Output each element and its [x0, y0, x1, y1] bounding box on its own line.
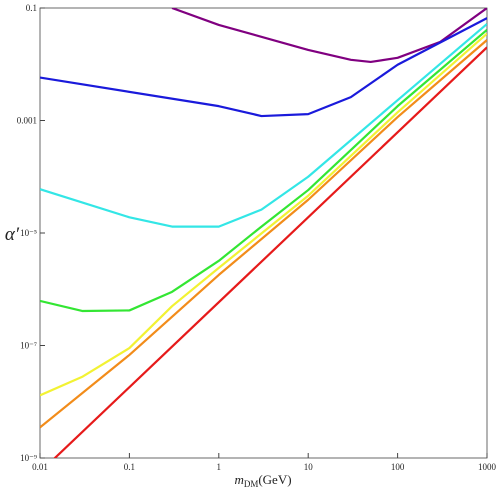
- series-line: [40, 28, 487, 313]
- y-tick-label: 0.001: [17, 116, 37, 126]
- x-label-unit: (GeV): [258, 472, 291, 487]
- plot-area: [40, 8, 487, 458]
- x-label-symbol: m: [234, 472, 243, 487]
- y-axis-label: α′: [5, 224, 20, 245]
- x-tick-label: 0.01: [32, 462, 48, 472]
- x-tick-label: 0.1: [124, 462, 135, 472]
- series-line: [40, 17, 487, 118]
- x-tick-label: 1: [217, 462, 222, 472]
- series-line: [40, 23, 487, 228]
- series-line: [53, 46, 487, 458]
- series-line: [171, 8, 487, 64]
- x-tick-label: 10: [304, 462, 314, 472]
- series-line: [40, 32, 487, 397]
- y-tick-label: 0.1: [26, 3, 37, 13]
- x-axis-label: mDM(GeV): [234, 472, 291, 489]
- series-line: [40, 39, 487, 429]
- y-tick-label: 10⁻⁹: [20, 453, 37, 463]
- x-tick-label: 1000: [478, 462, 497, 472]
- x-tick-label: 100: [391, 462, 405, 472]
- y-tick-label: 10⁻⁷: [20, 341, 37, 351]
- x-label-subscript: DM: [244, 479, 259, 489]
- y-tick-label: 10⁻⁵: [20, 228, 37, 238]
